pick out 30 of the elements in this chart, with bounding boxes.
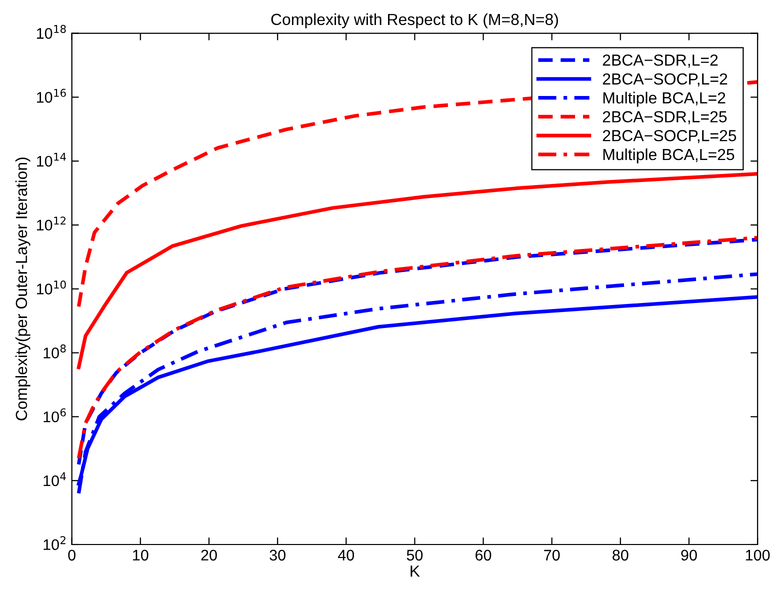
x-tick-label: 80 bbox=[612, 550, 628, 561]
y-tick-label: 10$^{16}$ bbox=[36, 88, 66, 103]
y-tick-label: 10$^{12}$ bbox=[36, 216, 66, 231]
y-tick-label: 10$^{6}$ bbox=[44, 408, 66, 422]
x-tick-label: 90 bbox=[681, 550, 697, 561]
legend-label: 2BCA−SOCP,L=2 bbox=[602, 73, 728, 87]
x-tick-label: 60 bbox=[476, 550, 492, 561]
y-tick-label: 10$^{8}$ bbox=[44, 344, 66, 358]
y-tick-label: 10$^{18}$ bbox=[36, 24, 66, 39]
legend-label: 2BCA−SDR,L=2 bbox=[602, 54, 718, 68]
x-tick-label: 50 bbox=[406, 550, 423, 561]
y-tick-label: 10$^{4}$ bbox=[44, 472, 66, 486]
x-tick-label: 70 bbox=[544, 550, 560, 561]
x-tick-label: 40 bbox=[338, 550, 354, 561]
x-tick-label: 30 bbox=[270, 550, 286, 561]
legend-label: Multiple BCA,L=2 bbox=[603, 92, 726, 107]
chart-title: Complexity with Respect to K (M=8,N=8) bbox=[271, 13, 558, 28]
y-axis-title: Complexity(per Outer-Layer Iteration) bbox=[15, 158, 30, 420]
legend-label: Multiple BCA,L=25 bbox=[603, 148, 734, 164]
legend-label: 2BCA−SDR,L=25 bbox=[602, 111, 727, 124]
x-tick-label: 100 bbox=[746, 550, 770, 561]
y-tick-label: 10$^{10}$ bbox=[36, 280, 66, 294]
line-series bbox=[76, 172, 758, 370]
x-tick-label: 10 bbox=[133, 550, 148, 561]
x-tick-label: 20 bbox=[201, 550, 217, 561]
y-tick-label: 10$^{14}$ bbox=[36, 152, 66, 167]
y-tick-label: 10$^{2}$ bbox=[44, 536, 66, 550]
legend-label: 2BCA−SOCP,L=25 bbox=[602, 130, 736, 144]
x-axis-title: K bbox=[410, 566, 420, 577]
x-tick-label: 0 bbox=[68, 550, 76, 561]
